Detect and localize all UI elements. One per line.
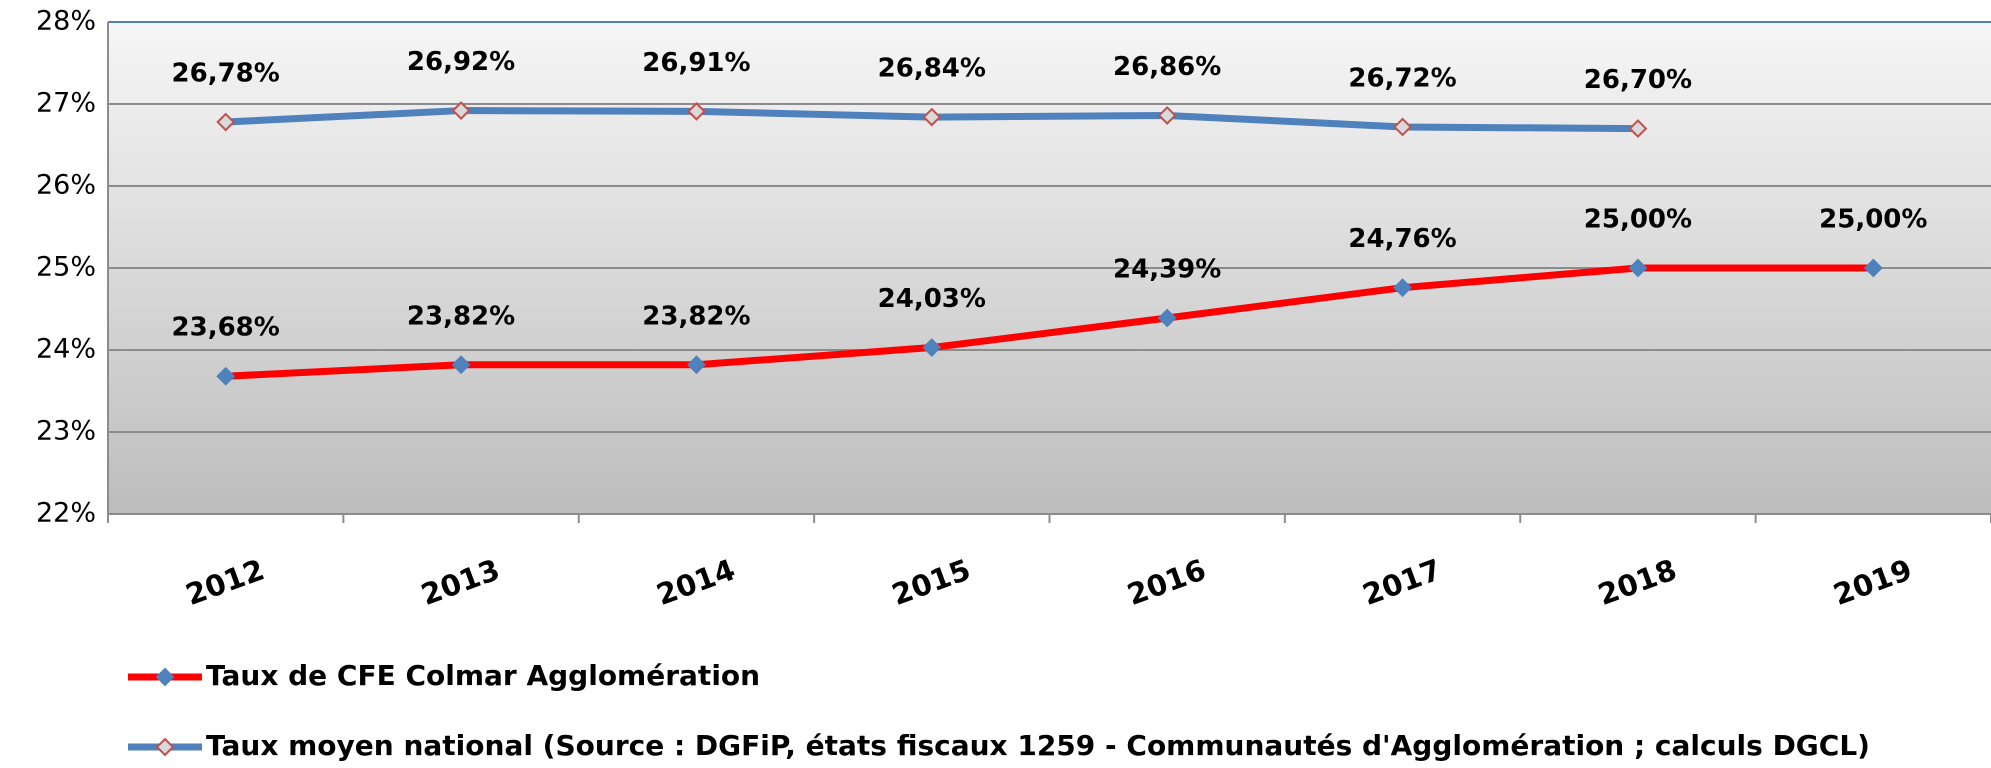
data-label: 24,39% <box>1113 255 1221 285</box>
data-label: 23,82% <box>407 301 515 331</box>
x-tick-label: 2019 <box>1829 552 1916 612</box>
marker <box>1863 258 1883 278</box>
y-tick-label: 22% <box>36 498 96 529</box>
y-tick-label: 28% <box>36 6 96 37</box>
x-tick-label: 2013 <box>417 552 504 612</box>
legend-marker <box>155 667 175 687</box>
data-label: 23,82% <box>642 301 750 331</box>
x-tick-label: 2012 <box>181 552 268 612</box>
data-label: 26,84% <box>878 54 986 84</box>
data-label: 26,78% <box>172 59 280 89</box>
marker <box>451 101 471 120</box>
data-label: 26,86% <box>1113 52 1221 82</box>
data-label: 25,00% <box>1819 205 1927 235</box>
legend-marker <box>155 737 175 757</box>
marker <box>687 355 706 375</box>
y-tick-label: 26% <box>36 170 96 201</box>
marker <box>687 101 706 121</box>
x-tick-label: 2015 <box>887 552 974 612</box>
data-label: 24,76% <box>1348 224 1456 254</box>
marker <box>216 366 236 386</box>
y-tick-label: 23% <box>36 416 96 447</box>
x-tick-label: 2016 <box>1123 552 1210 612</box>
marker <box>922 338 942 357</box>
marker <box>922 107 942 127</box>
data-label: 24,03% <box>878 284 986 314</box>
data-label: 23,68% <box>172 313 280 343</box>
x-tick-label: 2018 <box>1594 552 1681 612</box>
data-label: 26,72% <box>1348 63 1456 93</box>
marker <box>1393 278 1412 298</box>
x-tick-label: 2017 <box>1358 552 1445 612</box>
x-tick-label: 2014 <box>652 552 739 612</box>
legend-label: Taux de CFE Colmar Agglomération <box>206 659 760 692</box>
marker <box>1393 117 1412 137</box>
marker <box>451 355 471 375</box>
marker <box>1157 308 1177 328</box>
data-label: 26,70% <box>1584 65 1692 95</box>
y-tick-label: 25% <box>36 252 96 283</box>
data-label: 26,91% <box>642 48 750 78</box>
series-line <box>225 264 1874 380</box>
legend-label: Taux moyen national (Source : DGFiP, éta… <box>206 729 1870 762</box>
marker <box>1628 119 1648 139</box>
y-tick-label: 24% <box>36 334 96 365</box>
data-label: 26,92% <box>407 47 515 77</box>
marker <box>1157 106 1177 125</box>
data-label: 25,00% <box>1584 205 1692 235</box>
marker <box>1628 258 1648 278</box>
marker <box>216 112 236 132</box>
y-tick-label: 27% <box>36 88 96 119</box>
